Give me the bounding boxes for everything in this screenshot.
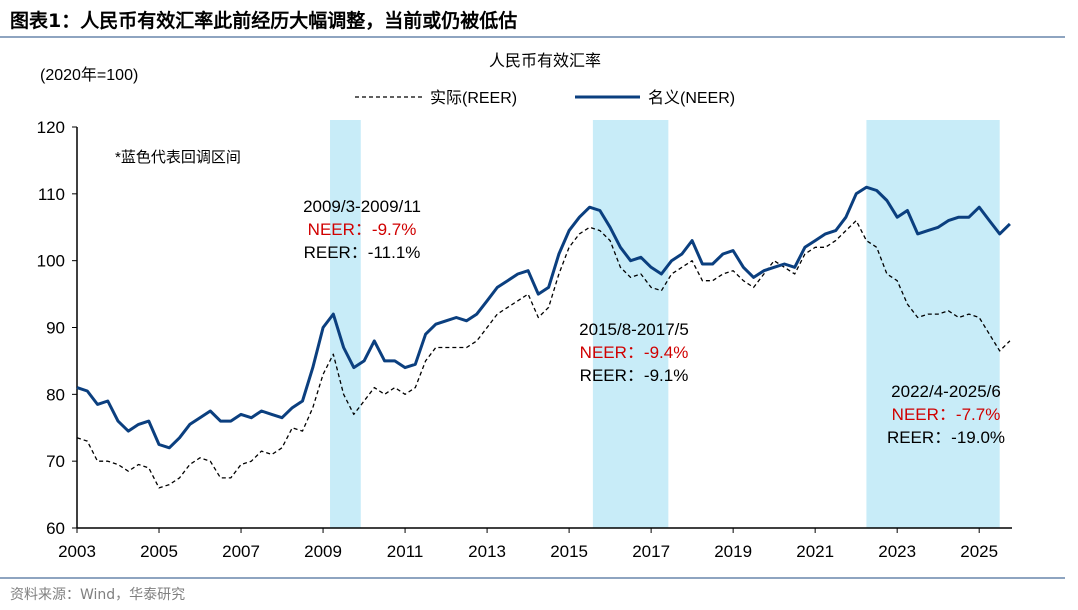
y-tick-label: 120: [37, 118, 65, 137]
band-neer-change: NEER：-9.4%: [580, 343, 689, 362]
band-period-label: 2015/8-2017/5: [579, 320, 689, 339]
band-reer-change: REER：-19.0%: [887, 428, 1005, 447]
y-tick-label: 90: [46, 319, 65, 338]
shaded-band-1: [592, 120, 669, 528]
shaded-band-0: [330, 120, 361, 528]
y-tick-label: 100: [37, 252, 65, 271]
reer-line: [76, 219, 1011, 489]
band-reer-change: REER：-11.1%: [304, 243, 421, 262]
y-tick-label: 70: [46, 452, 65, 471]
y-tick-label: 80: [46, 385, 65, 404]
figure-title: 图表1：人民币有效汇率此前经历大幅调整，当前或仍被低估: [10, 10, 518, 32]
x-tick-label: 2021: [796, 542, 834, 561]
neer-line: [76, 185, 1011, 450]
shaded-band-2: [866, 120, 1000, 528]
x-tick-label: 2003: [58, 542, 96, 561]
x-tick-label: 2025: [960, 542, 998, 561]
source-note: 资料来源：Wind，华泰研究: [10, 587, 186, 603]
band-period-label: 2022/4-2025/6: [891, 382, 1001, 401]
legend-reer-label: 实际(REER): [430, 89, 517, 107]
bottom-divider: [0, 577, 1065, 579]
x-tick-label: 2005: [140, 542, 178, 561]
band-reer-change: REER：-9.1%: [580, 366, 689, 385]
band-neer-change: NEER：-9.7%: [308, 220, 417, 239]
top-divider: [0, 36, 1065, 38]
x-tick-label: 2023: [878, 542, 916, 561]
x-tick-label: 2007: [222, 542, 260, 561]
x-tick-label: 2017: [632, 542, 670, 561]
x-tick-label: 2019: [714, 542, 752, 561]
chart-title: 人民币有效汇率: [489, 52, 601, 70]
band-period-label: 2009/3-2009/11: [303, 197, 421, 216]
x-tick-label: 2009: [304, 542, 342, 561]
x-tick-label: 2011: [387, 542, 424, 561]
x-tick-label: 2013: [468, 542, 506, 561]
y-tick-label: 110: [38, 185, 65, 204]
band-note: *蓝色代表回调区间: [115, 149, 241, 166]
y-axis-unit: (2020年=100): [40, 66, 138, 84]
y-tick-label: 60: [46, 519, 65, 538]
x-tick-label: 2015: [550, 542, 588, 561]
band-neer-change: NEER：-7.7%: [892, 405, 1001, 424]
legend-neer-label: 名义(NEER): [648, 89, 735, 107]
